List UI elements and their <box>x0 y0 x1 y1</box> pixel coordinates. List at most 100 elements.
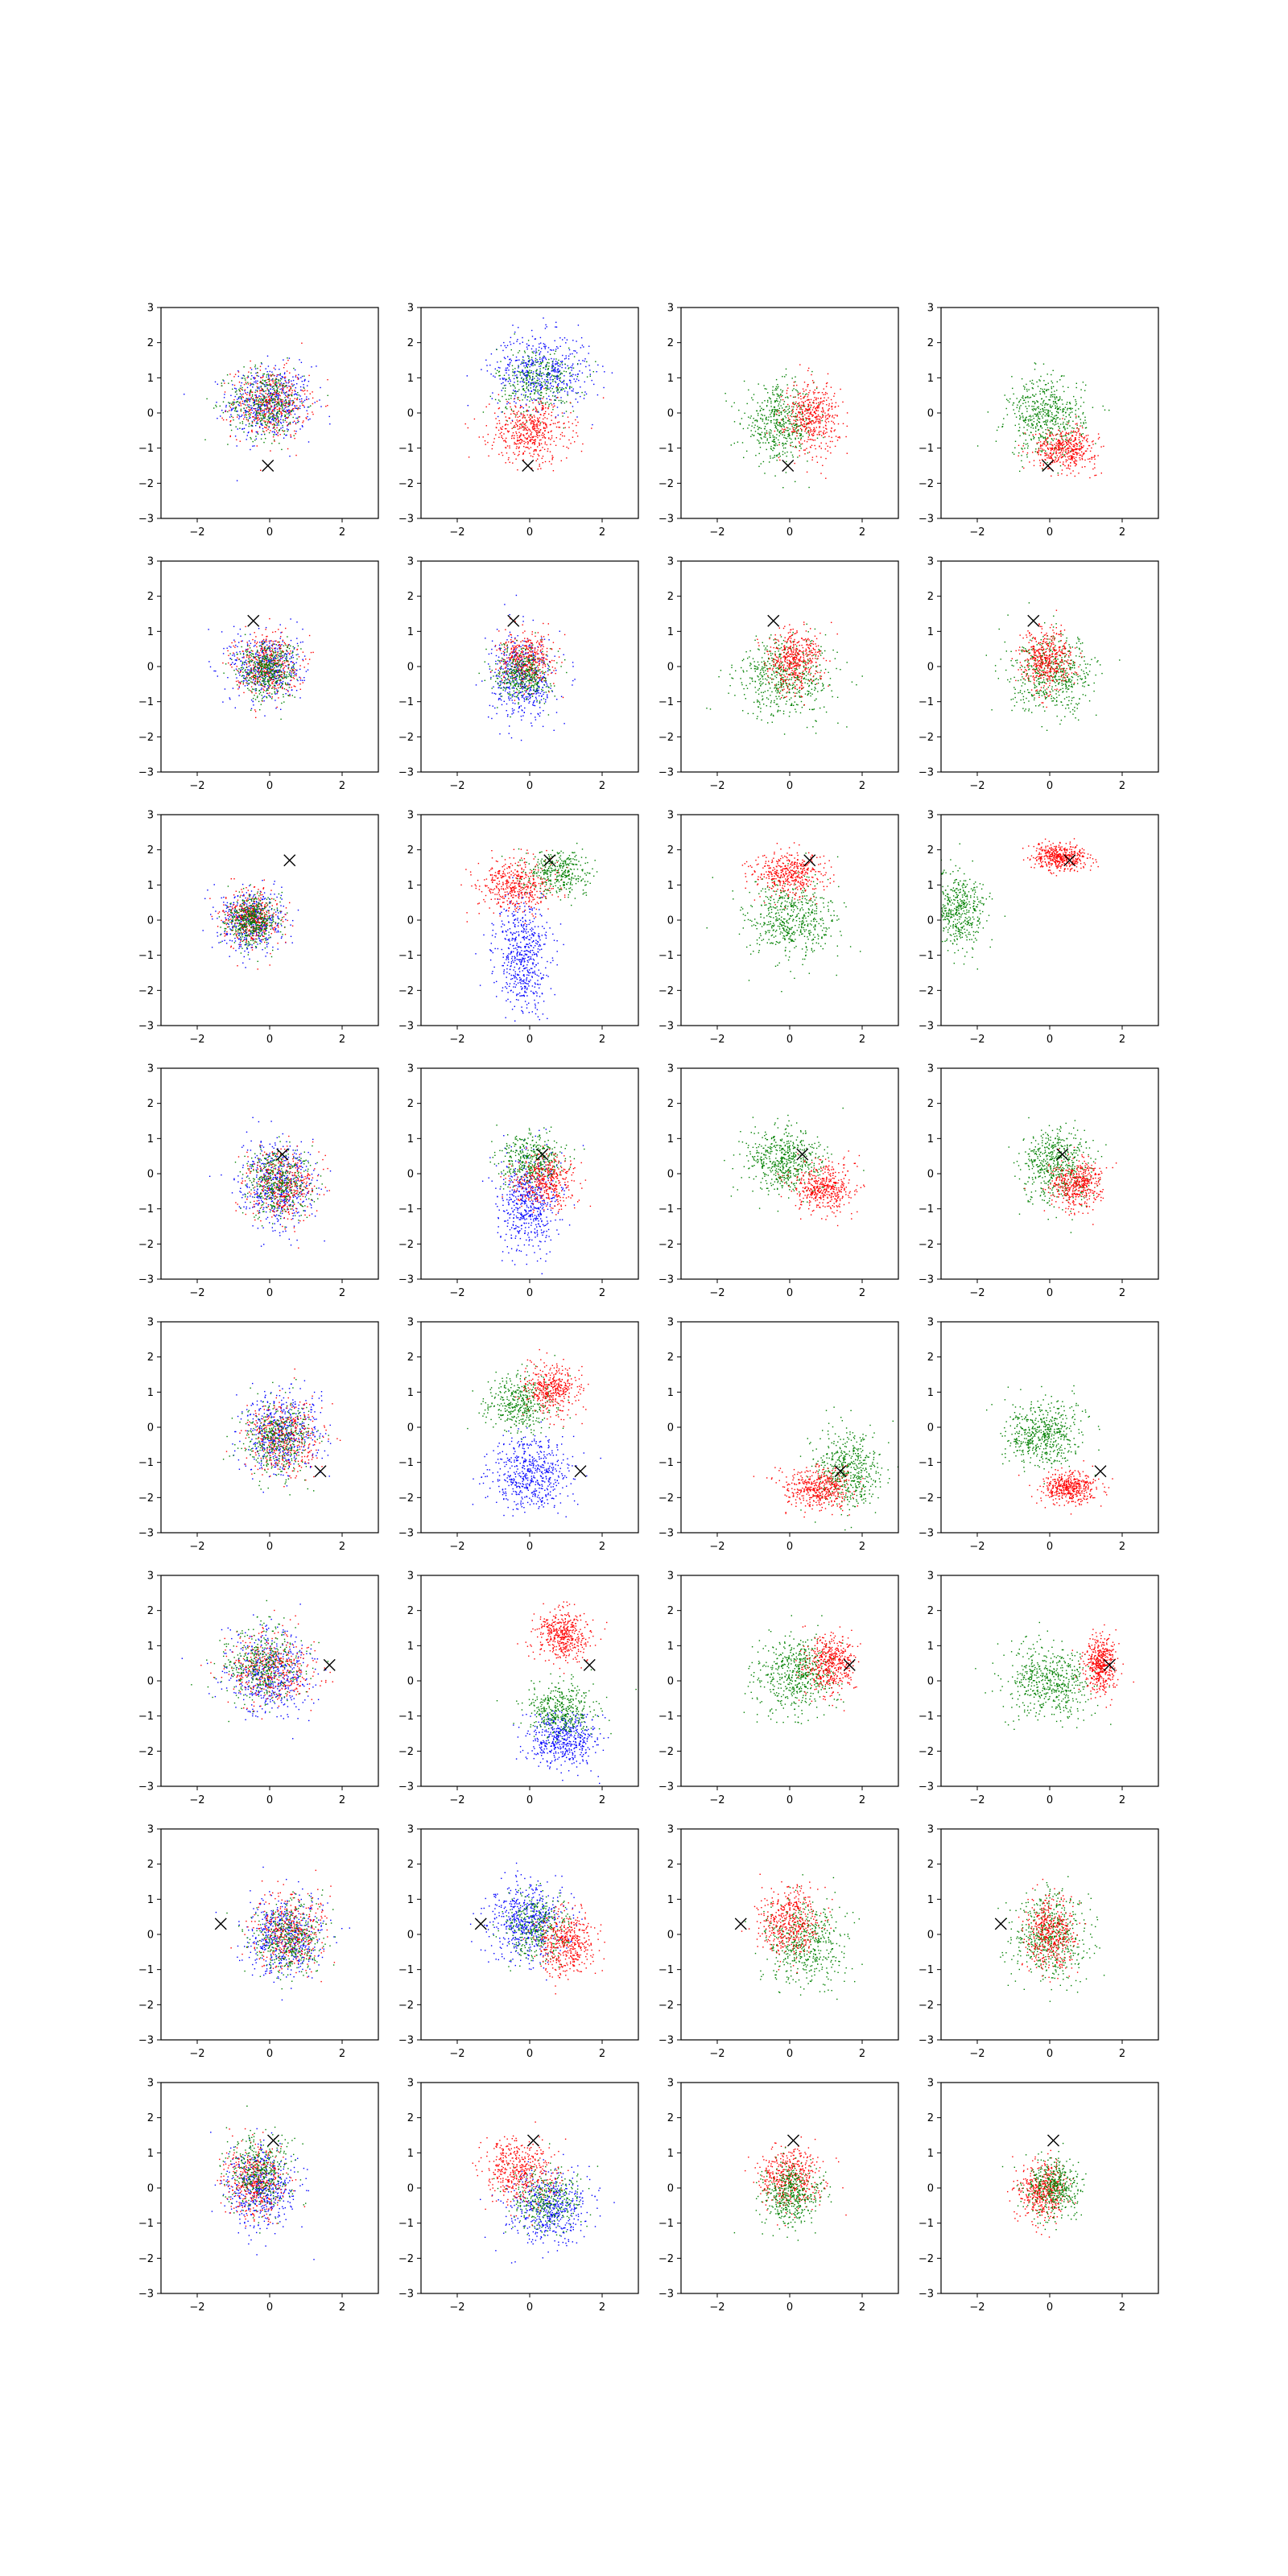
scatter-point <box>258 375 259 378</box>
scatter-point <box>530 384 532 386</box>
scatter-point <box>526 387 527 389</box>
scatter-point <box>1030 416 1032 418</box>
scatter-point <box>291 410 292 411</box>
scatter-point <box>562 354 564 357</box>
scatter-point <box>1046 444 1049 445</box>
scatter-point <box>519 423 521 426</box>
scatter-point <box>246 419 248 420</box>
scatter-point <box>828 403 830 405</box>
scatter-point <box>1070 407 1071 409</box>
scatter-point <box>816 415 818 417</box>
scatter-point <box>262 398 264 401</box>
scatter-point <box>1083 437 1084 439</box>
scatter-point <box>266 371 268 373</box>
scatter-point <box>281 390 283 392</box>
scatter-point <box>1071 427 1073 429</box>
scatter-point <box>260 419 262 422</box>
scatter-point <box>569 372 571 374</box>
scatter-point <box>802 415 803 417</box>
scatter-point <box>808 407 810 410</box>
scatter-point <box>1038 437 1040 439</box>
scatter-point <box>514 371 516 373</box>
scatter-point <box>828 421 830 423</box>
scatter-point <box>273 434 275 436</box>
scatter-point <box>225 419 228 421</box>
scatter-point <box>765 436 766 438</box>
scatter-point <box>522 388 524 390</box>
scatter-point <box>524 423 526 425</box>
scatter-point <box>774 400 776 402</box>
scatter-point <box>263 395 265 397</box>
scatter-point <box>510 380 511 382</box>
scatter-point <box>803 396 805 398</box>
scatter-point <box>792 431 794 432</box>
scatter-point <box>283 391 285 393</box>
scatter-point <box>1042 363 1045 365</box>
scatter-point <box>547 382 549 384</box>
scatter-point <box>222 379 224 381</box>
scatter-point <box>545 423 547 426</box>
scatter-point <box>765 442 766 444</box>
scatter-point <box>1066 432 1067 434</box>
scatter-point <box>271 394 273 396</box>
scatter-point <box>524 397 526 398</box>
scatter-point <box>305 398 308 400</box>
scatter-point <box>555 321 557 324</box>
scatter-point <box>520 433 522 435</box>
scatter-point <box>1065 450 1067 452</box>
scatter-point <box>275 390 278 391</box>
scatter-point <box>1094 474 1096 477</box>
scatter-point <box>498 436 500 438</box>
scatter-point <box>763 385 765 386</box>
scatter-point <box>275 396 277 398</box>
scatter-point <box>523 374 526 376</box>
scatter-point <box>834 445 836 448</box>
scatter-point <box>1078 416 1080 418</box>
scatter-point <box>230 403 233 406</box>
scatter-point <box>565 371 568 373</box>
scatter-point <box>771 411 773 413</box>
scatter-point <box>1046 421 1048 423</box>
scatter-point <box>575 374 576 376</box>
scatter-point <box>512 374 514 377</box>
scatter-point <box>516 376 518 378</box>
scatter-point <box>768 397 770 398</box>
scatter-point <box>464 423 466 425</box>
scatter-point <box>1019 415 1021 417</box>
scatter-point <box>535 460 537 462</box>
scatter-point <box>759 434 761 436</box>
scatter-point <box>783 431 786 433</box>
scatter-point <box>839 436 840 438</box>
scatter-point <box>558 375 559 377</box>
scatter-point <box>233 625 235 627</box>
scatter-point <box>551 419 552 421</box>
scatter-point <box>551 404 553 406</box>
scatter-point <box>266 425 268 427</box>
scatter-point <box>239 681 241 683</box>
scatter-point <box>240 402 242 405</box>
scatter-point <box>262 640 264 642</box>
scatter-point <box>1067 467 1069 469</box>
scatter-point <box>559 381 561 382</box>
scatter-point <box>1031 387 1034 389</box>
scatter-point <box>242 667 245 669</box>
scatter-point <box>237 428 238 430</box>
scatter-point <box>1022 417 1024 419</box>
scatter-point <box>525 425 526 427</box>
scatter-point <box>597 394 599 396</box>
scatter-point <box>561 362 563 364</box>
scatter-point <box>276 390 279 391</box>
scatter-point <box>560 399 562 402</box>
scatter-point <box>280 708 282 710</box>
scatter-point <box>516 374 518 376</box>
scatter-point <box>506 403 508 405</box>
scatter-point <box>541 373 543 374</box>
scatter-point <box>281 658 283 659</box>
scatter-point <box>782 445 784 447</box>
x-tick-label: −2 <box>969 526 985 539</box>
scatter-point <box>787 403 789 406</box>
scatter-point <box>522 452 524 454</box>
scatter-point <box>299 668 301 671</box>
scatter-point <box>1084 450 1087 452</box>
scatter-point <box>555 382 557 383</box>
